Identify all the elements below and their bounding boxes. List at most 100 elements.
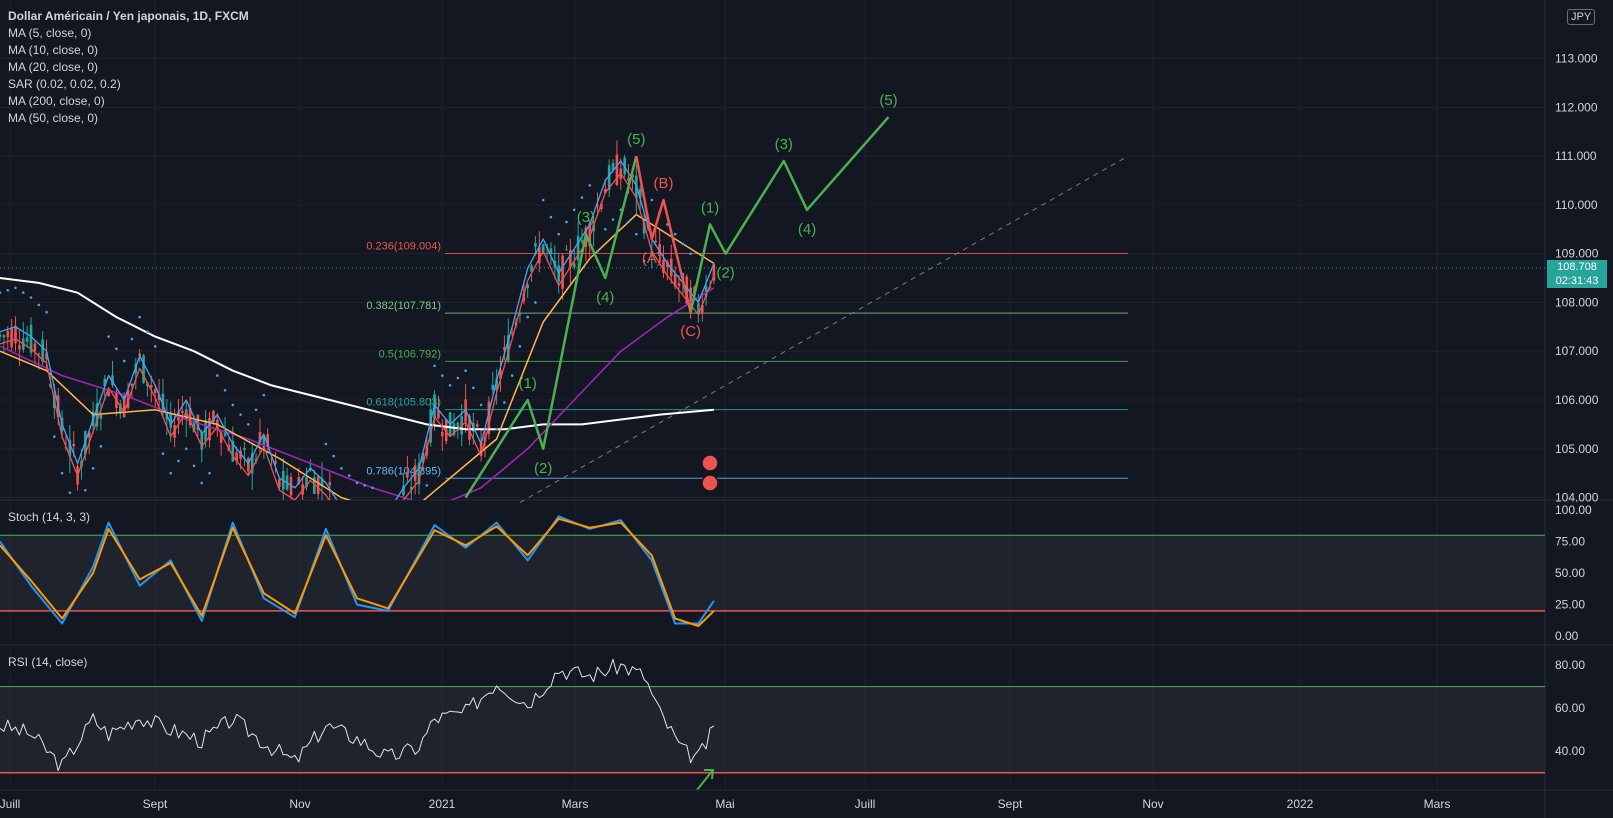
currency-button[interactable]: JPY [1567,9,1596,25]
rsi-pane-label[interactable]: RSI (14, close) [8,655,88,669]
sar-dot [6,288,10,292]
indicator-ma10[interactable]: MA (10, close, 0) [8,43,99,57]
fib-level-label: 0.236(109.004) [366,240,441,252]
price-tick-label: 107.000 [1555,344,1599,358]
candle-body [499,369,502,379]
rsi-line [0,658,715,772]
candle-body [437,410,440,419]
sar-dot [138,315,141,319]
sar-dot [177,459,180,463]
candle-body [518,313,522,315]
indicator-ma20[interactable]: MA (20, close, 0) [8,60,99,74]
sar-dot [557,232,561,236]
candle-body [487,401,491,435]
candle-body [181,410,184,413]
candle-body [607,165,611,190]
wave-label: (4) [596,289,614,306]
sar-dot [549,215,553,219]
candle-body [456,422,460,431]
candle-body [37,353,41,355]
candle-body [0,334,2,337]
sar-dot [479,403,483,407]
candle-body [235,452,238,462]
candle-body [677,283,681,287]
price-tick-label: 109.000 [1555,247,1599,261]
candle-body [320,478,324,487]
elliott-impulse-wave [464,155,638,499]
price-tick-label: 104.000 [1555,491,1599,505]
candle-body [305,477,308,487]
price-tick-label: 110.000 [1555,198,1598,212]
wave-label: (2) [716,265,734,282]
ma20-line [0,213,715,500]
sar-dot [650,198,654,202]
current-price-label: 108.708 [1547,260,1607,274]
sar-dot [53,435,56,438]
wave-label: (3) [577,209,595,226]
sar-dot [425,484,429,487]
candle-body [200,433,204,450]
wave-label: (B) [653,175,673,192]
symbol-title[interactable]: Dollar Américain / Yen japonais, 1D, FXC… [8,9,249,23]
candle-body [642,222,646,234]
sar-dot [115,347,118,351]
price-tick-label: 112.000 [1555,100,1598,114]
sar-dot [91,466,95,470]
candle-body [561,255,564,289]
sar-dot [433,364,436,368]
sar-dot [60,471,64,475]
stoch-tick-label: 100.00 [1555,503,1592,517]
sar-dot [192,464,196,468]
indicator-sar[interactable]: SAR (0.02, 0.02, 0.2) [8,77,121,91]
candle-body [45,352,48,360]
candle-body [258,431,262,443]
candle-body [495,378,498,391]
candle-body [2,335,6,338]
sar-dot [122,359,126,363]
candle-body [72,443,76,447]
sar-dot [565,220,568,224]
sar-dot [534,301,537,304]
price-tick-label: 105.000 [1555,442,1599,456]
candle-body [6,331,10,338]
indicator-ma50[interactable]: MA (50, close, 0) [8,111,99,125]
candle-body [10,327,13,348]
candle-body [14,325,17,344]
candle-body [157,394,161,401]
candle-body [150,384,153,388]
indicator-ma5[interactable]: MA (5, close, 0) [8,26,92,40]
sar-dot [262,393,266,397]
indicator-ma200[interactable]: MA (200, close, 0) [8,94,105,108]
candle-body [192,421,196,433]
candle-body [262,436,266,447]
candle-body [126,389,130,409]
sar-dot [673,232,677,236]
candle-body [673,273,677,287]
wave-label: (1) [701,199,719,216]
fib-level-label: 0.5(106.792) [379,348,441,360]
trend-line [519,155,1129,503]
candle-body [130,383,134,386]
sar-dot [611,218,615,221]
candle-body [638,188,642,198]
stoch-pane-label[interactable]: Stoch (14, 3, 3) [8,510,91,524]
candle-body [212,410,215,423]
candle-body [68,439,72,457]
candle-body [441,432,444,437]
candle-body [41,339,44,362]
event-marker [701,454,719,472]
candle-body [491,384,495,390]
sar-dot [14,286,17,290]
candle-body [188,407,192,426]
sar-dot [441,374,444,377]
candle-body [689,287,692,314]
time-tick-label: Mai [715,797,734,811]
time-tick-label: 2021 [429,797,456,811]
annotation-arrowhead [704,769,715,780]
ma10-line [0,172,715,500]
price-tick-label: 111.000 [1555,149,1597,163]
candle-body [650,250,654,257]
candle-body [572,263,576,268]
candle-body [530,265,533,272]
